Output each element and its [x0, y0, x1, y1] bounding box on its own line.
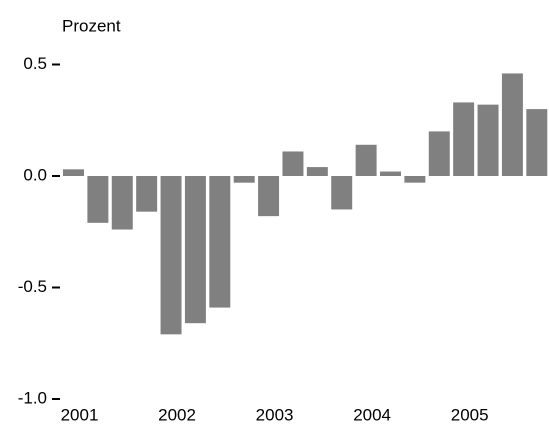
chart-title: Prozent	[62, 16, 121, 35]
bar	[258, 176, 280, 217]
bar	[63, 169, 84, 176]
bar	[233, 176, 255, 183]
bar	[136, 176, 158, 212]
bar	[209, 176, 231, 308]
x-tick-label: 2005	[451, 405, 489, 424]
bar	[111, 176, 133, 230]
bar	[380, 171, 401, 176]
bar	[404, 176, 426, 183]
y-tick-label: -1.0	[18, 388, 47, 407]
x-tick-label: 2003	[256, 405, 294, 424]
bar	[453, 102, 475, 176]
x-tick-label: 2004	[353, 405, 391, 424]
bar	[87, 176, 109, 223]
x-tick-label: 2001	[61, 405, 99, 424]
bar	[306, 167, 328, 176]
bar	[477, 104, 499, 176]
y-tick-label: -0.5	[18, 277, 47, 296]
bar	[160, 176, 182, 335]
bar	[428, 131, 450, 176]
x-tick-label: 2002	[158, 405, 196, 424]
bar	[526, 109, 548, 176]
bar	[501, 73, 523, 176]
y-tick-label: 0.5	[23, 54, 47, 73]
y-tick-label: 0.0	[23, 165, 47, 184]
bar	[282, 151, 304, 176]
bar	[184, 176, 206, 324]
bar	[355, 144, 377, 176]
bar	[331, 176, 353, 210]
